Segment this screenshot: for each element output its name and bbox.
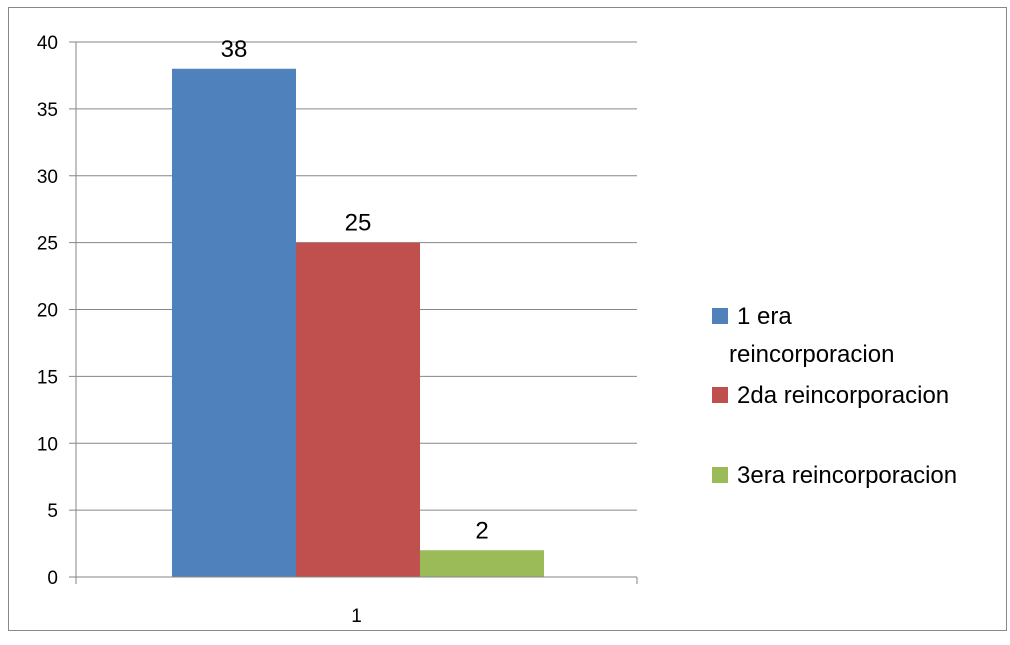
bars: [172, 68, 544, 577]
legend-item: 2da reincorporacion: [712, 382, 949, 409]
y-tick-label: 5: [47, 501, 58, 522]
data-label: 38: [221, 36, 248, 63]
legend-swatch: [712, 467, 728, 483]
data-labels: 38 25 2: [221, 36, 489, 545]
legend-swatch: [712, 308, 728, 324]
legend-label: reincorporacion: [729, 341, 894, 368]
y-tick-label: 20: [37, 301, 58, 322]
y-tick-label: 25: [37, 234, 58, 255]
y-tick-label: 10: [37, 434, 58, 455]
legend-item: 1 era reincorporacion: [712, 303, 894, 368]
legend: 1 era reincorporacion 2da reincorporacion 3…: [712, 303, 957, 489]
chart-frame: 0 5 10 15 20 25 30 35 40 1 38 25 2 1 era reincorpora…: [8, 7, 1007, 631]
bar-3: [420, 550, 544, 577]
data-label: 2: [475, 517, 488, 544]
y-tick-label: 15: [37, 367, 58, 388]
x-tick-label: 1: [351, 606, 362, 627]
bar-2: [296, 242, 420, 577]
bar-1: [172, 68, 296, 577]
y-tick-label: 40: [37, 33, 58, 54]
legend-label: 2da reincorporacion: [737, 382, 949, 409]
y-tick-label: 30: [37, 167, 58, 188]
data-label: 25: [345, 210, 372, 237]
y-tick-label: 35: [37, 100, 58, 121]
legend-item: 3era reincorporacion: [712, 462, 957, 489]
y-tick-label: 0: [47, 568, 58, 589]
legend-label: 3era reincorporacion: [737, 462, 957, 489]
bar-chart: 0 5 10 15 20 25 30 35 40 1 38 25 2 1 era reincorpora…: [37, 33, 957, 627]
axes: 0 5 10 15 20 25 30 35 40 1: [37, 33, 638, 627]
legend-swatch: [712, 387, 728, 403]
legend-label: 1 era: [737, 303, 792, 330]
